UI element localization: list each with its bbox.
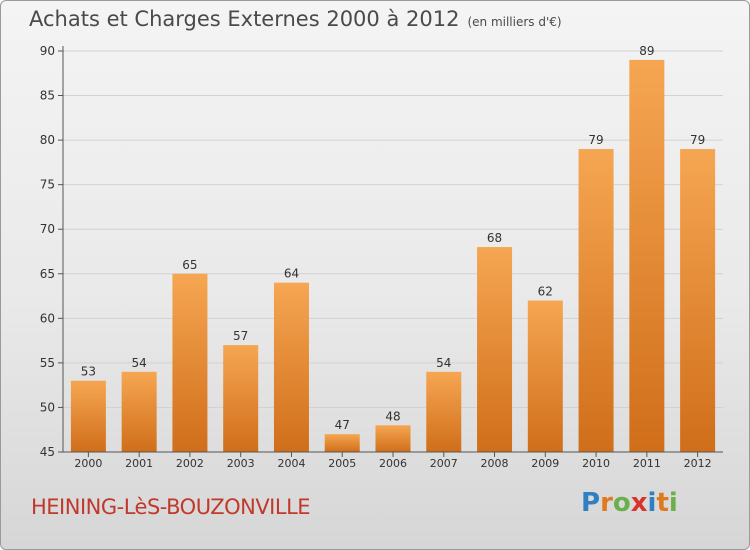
data-label-2010: 79 bbox=[588, 133, 603, 147]
x-tick-label: 2002 bbox=[176, 457, 204, 470]
logo-letter: o bbox=[612, 488, 631, 518]
x-tick-label: 2001 bbox=[125, 457, 153, 470]
y-tick-label: 50 bbox=[40, 400, 55, 414]
y-tick-label: 90 bbox=[40, 44, 55, 58]
bar-2006 bbox=[375, 425, 411, 452]
data-label-2000: 53 bbox=[81, 365, 96, 379]
data-label-2011: 89 bbox=[639, 44, 654, 58]
x-tick-label: 2010 bbox=[582, 457, 610, 470]
data-label-2005: 47 bbox=[335, 418, 350, 432]
commune-name: HEINING-LèS-BOUZONVILLE bbox=[31, 495, 311, 519]
chart-title: Achats et Charges Externes 2000 à 2012 (e… bbox=[29, 7, 562, 31]
data-label-2008: 68 bbox=[487, 231, 502, 245]
logo-letter: t bbox=[656, 488, 669, 518]
logo-letter: i bbox=[668, 488, 678, 518]
bar-2004 bbox=[273, 282, 309, 452]
data-label-2012: 79 bbox=[690, 133, 705, 147]
y-tick-label: 65 bbox=[40, 267, 55, 281]
y-tick-label: 75 bbox=[40, 178, 55, 192]
x-tick-label: 2009 bbox=[531, 457, 559, 470]
y-tick-label: 85 bbox=[40, 89, 55, 103]
x-tick-label: 2006 bbox=[379, 457, 407, 470]
x-tick-label: 2011 bbox=[633, 457, 661, 470]
data-label-2007: 54 bbox=[436, 356, 451, 370]
bar-2009 bbox=[527, 300, 563, 452]
data-label-2006: 48 bbox=[385, 409, 400, 423]
chart-title-text: Achats et Charges Externes 2000 à 2012 bbox=[29, 7, 460, 31]
bar-2008 bbox=[477, 247, 513, 452]
axes: 45 50 55 60 65 70 75 80 85 90 2000 2001 2002 2003 2004… bbox=[40, 44, 723, 470]
x-tick-label: 2008 bbox=[481, 457, 509, 470]
bar-2002 bbox=[172, 273, 208, 452]
data-label-2002: 65 bbox=[182, 258, 197, 272]
data-label-2004: 64 bbox=[284, 267, 299, 281]
bar-2001 bbox=[121, 371, 157, 452]
y-tick-label: 60 bbox=[40, 311, 55, 325]
bar-2007 bbox=[426, 371, 462, 452]
logo-letter: P bbox=[581, 488, 601, 518]
bar-2011 bbox=[629, 59, 665, 453]
bar-2003 bbox=[223, 345, 259, 452]
logo-letter: x bbox=[630, 488, 648, 518]
y-tick-label: 80 bbox=[40, 133, 55, 147]
y-tick-label: 55 bbox=[40, 356, 55, 370]
bar-2000 bbox=[70, 380, 106, 452]
logo-letter: r bbox=[600, 488, 613, 518]
x-tick-label: 2004 bbox=[277, 457, 305, 470]
bars: 53 54 65 57 64 47 48 54 68 62 79 89 79 bbox=[70, 44, 716, 453]
data-label-2009: 62 bbox=[538, 285, 553, 299]
x-tick-label: 2003 bbox=[227, 457, 255, 470]
gridlines bbox=[63, 50, 723, 453]
data-label-2001: 54 bbox=[132, 356, 147, 370]
x-tick-label: 2005 bbox=[328, 457, 356, 470]
chart-subtitle: (en milliers d'€) bbox=[467, 15, 562, 29]
data-label-2003: 57 bbox=[233, 329, 248, 343]
x-tick-label: 2012 bbox=[684, 457, 712, 470]
bar-2012 bbox=[680, 149, 716, 452]
x-tick-label: 2007 bbox=[430, 457, 458, 470]
proxiti-logo: Proxiti bbox=[581, 488, 678, 518]
bar-2010 bbox=[578, 149, 614, 452]
logo-letter: i bbox=[647, 488, 657, 518]
y-tick-label: 70 bbox=[40, 222, 55, 236]
bar-2005 bbox=[324, 434, 360, 452]
y-tick-label: 45 bbox=[40, 445, 55, 459]
x-tick-label: 2000 bbox=[74, 457, 102, 470]
